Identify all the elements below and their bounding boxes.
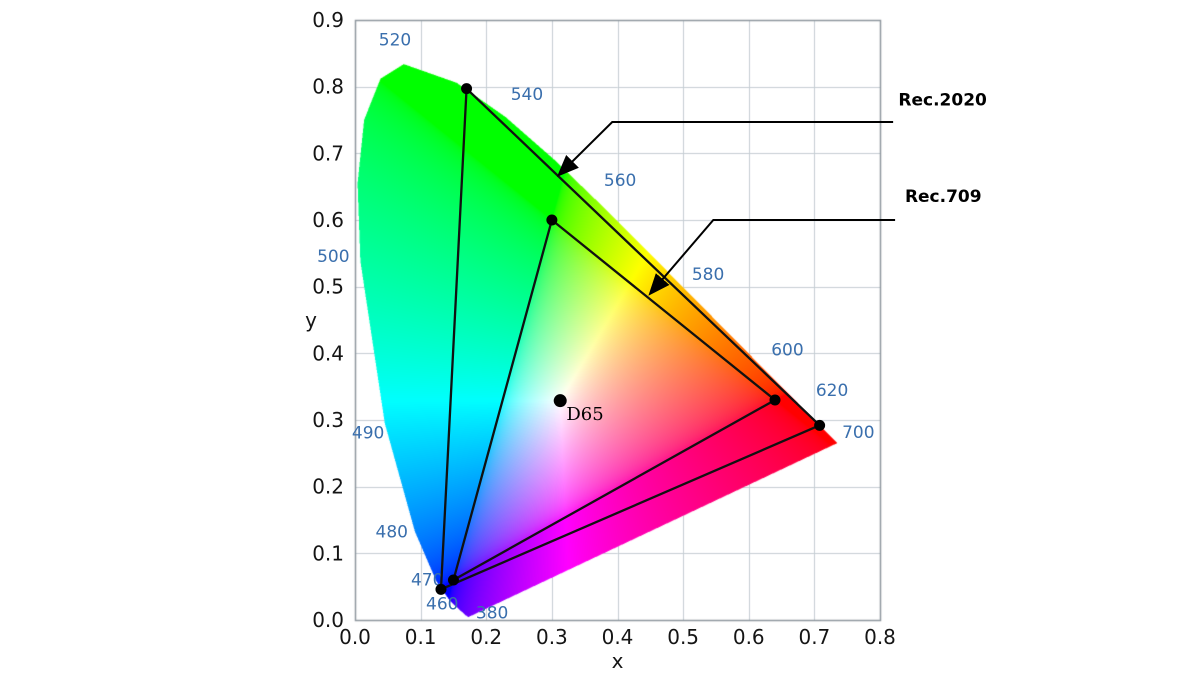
wavelength-label: 470 — [411, 570, 443, 590]
gamut-vertex-dot — [546, 214, 558, 226]
annotation-label: Rec.709 — [905, 187, 982, 207]
y-tick-label: 0.0 — [312, 608, 344, 632]
annotation-leader-line — [648, 219, 896, 296]
x-tick-label: 0.2 — [470, 625, 502, 649]
gamut-triangle-rec2020 — [439, 87, 821, 591]
wavelength-label: 520 — [379, 30, 411, 50]
gamut-triangle-rec709 — [452, 218, 777, 582]
wavelength-label: 490 — [352, 424, 384, 444]
y-tick-label: 0.8 — [312, 75, 344, 99]
wavelength-label: 580 — [692, 265, 724, 285]
wavelength-label: 560 — [604, 171, 636, 191]
wavelength-label: 700 — [842, 423, 874, 443]
y-tick-label: 0.6 — [312, 208, 344, 232]
wavelength-label: 500 — [317, 247, 349, 267]
x-tick-label: 0.5 — [667, 625, 699, 649]
x-tick-label: 0.7 — [798, 625, 830, 649]
wavelength-label: 460 — [426, 594, 458, 614]
y-tick-label: 0.5 — [312, 275, 344, 299]
x-axis-label: x — [612, 649, 624, 673]
gamut-vertex-dot — [769, 394, 781, 406]
wavelength-label: 380 — [476, 604, 508, 624]
wavelength-label: 620 — [816, 381, 848, 401]
x-tick-label: 0.3 — [536, 625, 568, 649]
annotation-leader-line — [556, 121, 894, 177]
y-tick-label: 0.2 — [312, 475, 344, 499]
x-tick-label: 0.4 — [602, 625, 634, 649]
wavelength-label: 540 — [511, 85, 543, 105]
y-tick-label: 0.4 — [312, 341, 344, 365]
y-axis-label: y — [305, 308, 317, 332]
gamut-vertex-dot — [435, 583, 447, 595]
wavelength-label: 600 — [771, 340, 803, 360]
wavelength-label: 480 — [376, 522, 408, 542]
gamut-vertex-dot — [461, 83, 473, 95]
x-tick-label: 0.6 — [733, 625, 765, 649]
white-point-label: D65 — [566, 404, 603, 425]
annotation-label: Rec.2020 — [898, 90, 987, 110]
x-tick-label: 0.1 — [405, 625, 437, 649]
y-tick-label: 0.3 — [312, 408, 344, 432]
y-tick-label: 0.1 — [312, 541, 344, 565]
y-tick-label: 0.9 — [312, 8, 344, 32]
x-tick-label: 0.0 — [339, 625, 371, 649]
gamut-vertex-dot — [447, 574, 459, 586]
white-point-dot — [553, 394, 567, 408]
y-tick-label: 0.7 — [312, 141, 344, 165]
x-tick-label: 0.8 — [864, 625, 896, 649]
gamut-vertex-dot — [814, 419, 826, 431]
